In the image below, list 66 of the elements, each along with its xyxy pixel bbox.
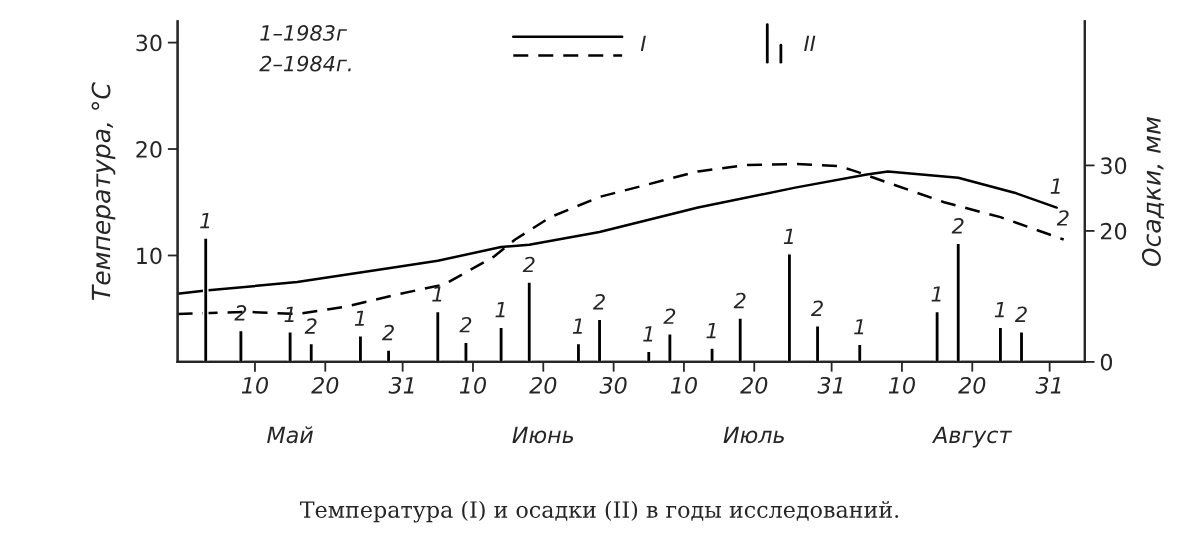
bar bbox=[955, 242, 962, 362]
text: 1 bbox=[783, 228, 793, 244]
y2-axis-title: Осадки, мм bbox=[1141, 117, 1164, 267]
y-tick-label: 30 bbox=[136, 34, 162, 52]
series-label: 1 bbox=[1050, 178, 1060, 194]
text: 1 bbox=[432, 286, 442, 302]
bar bbox=[238, 329, 244, 362]
annotation: 1–1983г bbox=[260, 25, 347, 41]
text: 1 bbox=[994, 302, 1004, 318]
text: 2 bbox=[1056, 210, 1069, 226]
text: 2 bbox=[951, 218, 964, 234]
text: Июль bbox=[723, 426, 784, 444]
text: 1 bbox=[572, 318, 582, 334]
x-tick-label: 20 bbox=[740, 376, 768, 394]
annotation: 2–1984г. bbox=[259, 55, 351, 72]
x-tick-label: 20 bbox=[529, 376, 557, 394]
bar bbox=[667, 333, 673, 362]
text: 2 bbox=[382, 324, 394, 341]
x-tick-label: 10 bbox=[459, 376, 486, 394]
text: 2 bbox=[304, 318, 317, 334]
bar bbox=[934, 310, 940, 362]
y2-tick-label: 30 bbox=[1101, 157, 1127, 175]
x-tick-label: 31 bbox=[817, 376, 843, 394]
bar bbox=[434, 310, 441, 362]
text: 1 bbox=[354, 310, 364, 326]
x-tick-label: 31 bbox=[1035, 376, 1061, 394]
series-label: 1 bbox=[495, 302, 505, 318]
y-axis-title: Температура, °С bbox=[91, 82, 116, 300]
text: 1 bbox=[931, 286, 941, 302]
bar bbox=[463, 341, 469, 362]
y-tick-label: 20 bbox=[136, 140, 162, 158]
text: 2 bbox=[1014, 306, 1027, 322]
text: Температура (I) и осадки (II) в годы исследований. bbox=[299, 500, 899, 523]
y2-tick-label: 0 bbox=[1100, 353, 1113, 371]
text: 2 bbox=[663, 308, 676, 324]
bar bbox=[526, 281, 533, 362]
x-tick-label: 30 bbox=[599, 376, 627, 394]
annotation: II bbox=[804, 35, 816, 51]
text: Май bbox=[267, 426, 313, 444]
text: Июнь bbox=[512, 426, 574, 444]
text: 1 bbox=[200, 213, 210, 229]
text: 2 bbox=[733, 292, 746, 309]
text: Август bbox=[931, 426, 1012, 448]
series-label: 2 bbox=[593, 293, 605, 310]
bar bbox=[308, 342, 315, 362]
text: 2 bbox=[459, 316, 472, 333]
bar bbox=[645, 350, 652, 362]
y2-tick-label: 20 bbox=[1101, 222, 1127, 240]
bar bbox=[498, 326, 504, 362]
bar bbox=[287, 331, 293, 362]
y-tick-label: 10 bbox=[137, 247, 162, 265]
bar bbox=[737, 317, 744, 362]
x-tick-label: 31 bbox=[388, 376, 414, 394]
bar bbox=[709, 347, 715, 362]
text: 1 bbox=[854, 319, 864, 335]
text: 1 bbox=[706, 323, 716, 339]
x-tick-label: 10 bbox=[241, 376, 268, 394]
bar bbox=[856, 343, 863, 362]
x-tick-label: 20 bbox=[311, 376, 339, 394]
text: 2 bbox=[522, 256, 535, 273]
x-tick-label: 10 bbox=[888, 376, 915, 394]
text: 1 bbox=[643, 326, 653, 342]
annotation: I bbox=[640, 35, 646, 51]
text: 2 bbox=[811, 300, 823, 316]
x-tick-label: 10 bbox=[670, 376, 697, 394]
x-tick-label: 20 bbox=[958, 376, 986, 394]
